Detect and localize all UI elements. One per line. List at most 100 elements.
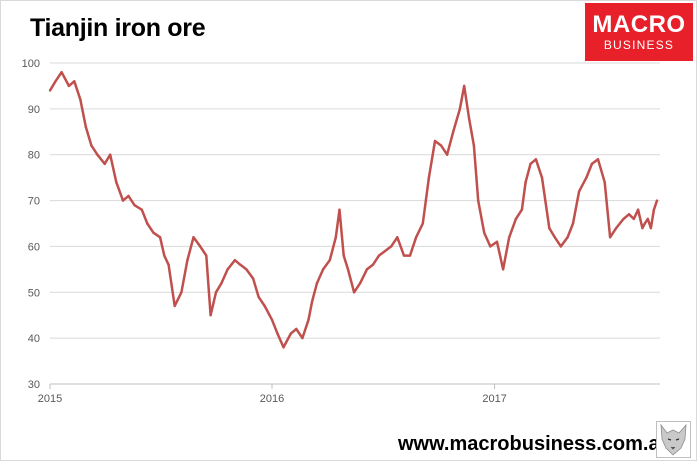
- data-point: [199, 245, 202, 248]
- data-point: [79, 98, 82, 101]
- data-point: [263, 304, 266, 308]
- data-point: [84, 126, 88, 129]
- data-point: [603, 181, 606, 184]
- data-point: [60, 70, 63, 74]
- data-point: [652, 208, 656, 211]
- data-point: [501, 268, 505, 271]
- data-point: [163, 254, 166, 257]
- data-point: [548, 226, 551, 230]
- data-point: [371, 263, 375, 266]
- x-axis-labels: 2015 2016 2017: [38, 393, 507, 405]
- y-axis-labels: 30 40 50 60 70 80 90 100: [22, 58, 40, 391]
- x-tick-label: 2015: [38, 393, 62, 405]
- data-point: [338, 208, 341, 211]
- data-point: [608, 236, 612, 239]
- macrobusiness-logo: MACRO BUSINESS: [585, 3, 693, 61]
- data-point: [636, 208, 640, 211]
- y-tick-label: 80: [28, 150, 40, 162]
- data-point: [233, 258, 237, 262]
- y-tick-label: 40: [28, 333, 40, 345]
- data-point: [452, 130, 455, 133]
- data-point: [152, 231, 155, 234]
- data-point: [529, 162, 532, 166]
- data-point: [514, 217, 518, 221]
- data-point: [655, 199, 659, 202]
- data-point: [445, 153, 449, 156]
- data-point: [641, 226, 644, 230]
- data-point: [133, 203, 136, 207]
- data-point: [140, 208, 144, 211]
- data-point: [109, 153, 112, 156]
- data-point: [421, 222, 425, 225]
- data-point: [121, 199, 125, 202]
- data-point: [377, 254, 381, 257]
- data-point: [310, 300, 314, 303]
- data-point: [328, 258, 331, 262]
- data-point: [209, 314, 212, 317]
- data-point: [251, 277, 255, 280]
- data-point: [507, 236, 511, 239]
- data-point: [439, 144, 443, 147]
- data-point: [67, 84, 71, 88]
- data-point: [615, 226, 618, 230]
- data-point: [301, 336, 304, 340]
- data-point: [295, 327, 298, 331]
- data-point: [180, 291, 183, 294]
- data-point: [571, 222, 575, 225]
- data-point: [90, 144, 93, 147]
- gridlines: [50, 62, 660, 339]
- data-point: [257, 295, 260, 299]
- data-point: [220, 281, 223, 285]
- data-point: [433, 139, 437, 143]
- data-point: [520, 208, 524, 211]
- data-point: [472, 144, 476, 147]
- data-point: [402, 254, 406, 257]
- data-point: [239, 263, 242, 266]
- data-point: [427, 176, 431, 179]
- data-point: [192, 236, 195, 239]
- data-point: [476, 199, 480, 202]
- data-point: [270, 318, 274, 321]
- data-point: [534, 158, 538, 161]
- y-tick-label: 30: [28, 379, 40, 391]
- data-point: [566, 236, 569, 239]
- data-point: [358, 281, 362, 285]
- y-tick-label: 50: [28, 287, 40, 299]
- data-point: [146, 222, 149, 225]
- data-point: [307, 318, 310, 321]
- data-point: [646, 217, 650, 221]
- data-point: [186, 258, 189, 262]
- data-point: [173, 304, 176, 308]
- data-point: [649, 226, 653, 230]
- data-point: [643, 222, 646, 225]
- data-point: [458, 107, 462, 111]
- data-point: [103, 162, 106, 166]
- data-point: [282, 346, 285, 349]
- y-tick-label: 70: [28, 196, 40, 208]
- data-point: [396, 236, 399, 239]
- data-point: [483, 231, 486, 234]
- data-point: [627, 213, 631, 216]
- y-tick-label: 90: [28, 104, 40, 116]
- data-point: [632, 217, 636, 221]
- data-point: [540, 176, 544, 179]
- data-point: [622, 217, 625, 221]
- y-tick-label: 60: [28, 241, 40, 253]
- data-point: [205, 254, 208, 257]
- data-point: [342, 254, 345, 257]
- data-point: [127, 194, 130, 198]
- wolf-logo-icon: [656, 421, 691, 458]
- data-point: [289, 332, 293, 335]
- data-point: [346, 268, 350, 271]
- data-point: [553, 236, 556, 239]
- x-tick-label: 2016: [260, 393, 284, 405]
- x-axis-tickmarks: [49, 384, 496, 389]
- data-point: [408, 254, 412, 257]
- chart-title: Tianjin iron ore: [30, 14, 206, 42]
- data-point: [214, 291, 218, 294]
- footer-url: www.macrobusiness.com.au: [398, 433, 672, 455]
- y-tick-label: 100: [22, 58, 40, 70]
- data-point: [577, 190, 581, 193]
- data-point: [524, 181, 527, 184]
